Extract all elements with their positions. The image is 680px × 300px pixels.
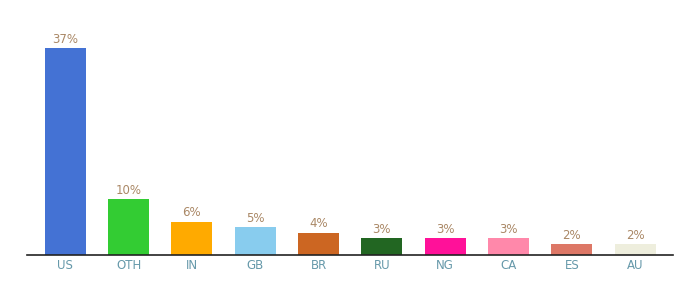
Text: 5%: 5%: [246, 212, 265, 225]
Text: 3%: 3%: [499, 223, 517, 236]
Bar: [488, 238, 529, 255]
Bar: [171, 221, 212, 255]
Bar: [361, 238, 403, 255]
Text: 37%: 37%: [52, 33, 78, 46]
Text: 2%: 2%: [562, 229, 581, 242]
Bar: [108, 199, 149, 255]
Text: 10%: 10%: [116, 184, 141, 197]
Bar: [424, 238, 466, 255]
Text: 2%: 2%: [626, 229, 645, 242]
Bar: [45, 49, 86, 255]
Bar: [235, 227, 276, 255]
Text: 3%: 3%: [373, 223, 391, 236]
Text: 3%: 3%: [436, 223, 454, 236]
Bar: [615, 244, 656, 255]
Bar: [298, 233, 339, 255]
Text: 6%: 6%: [182, 206, 201, 219]
Text: 4%: 4%: [309, 218, 328, 230]
Bar: [551, 244, 592, 255]
